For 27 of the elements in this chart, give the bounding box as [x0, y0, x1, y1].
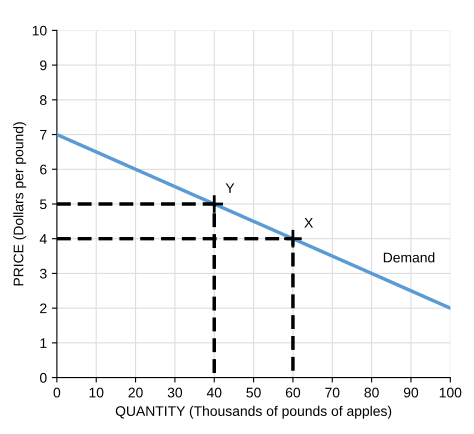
x-axis-title: QUANTITY (Thousands of pounds of apples) [116, 406, 392, 419]
x-tick-label: 20 [128, 388, 143, 398]
y-tick-label: 1 [40, 338, 46, 348]
x-tick-label: 40 [206, 388, 222, 398]
x-tick-label: 90 [404, 388, 418, 398]
y-tick-label: 8 [40, 95, 47, 105]
x-tick-label: 10 [90, 388, 104, 398]
x-tick-label: 70 [325, 388, 340, 398]
x-tick-label: 0 [54, 388, 60, 398]
y-tick-label: 0 [40, 372, 47, 383]
x-tick-label: 30 [168, 388, 182, 398]
annotation: Y [226, 183, 234, 193]
y-tick-label: 5 [40, 199, 47, 210]
x-tick-label: 80 [364, 388, 379, 398]
y-tick-label: 7 [40, 130, 46, 140]
y-tick-label: 9 [40, 60, 46, 70]
y-axis-title: PRICE (Dollars per pound) [13, 122, 26, 286]
x-tick-label: 100 [440, 388, 462, 398]
y-tick-label: 6 [40, 164, 47, 174]
y-tick-label: 4 [40, 234, 47, 244]
x-tick-label: 60 [286, 388, 300, 398]
y-tick-label: 2 [40, 303, 46, 314]
x-tick-label: 50 [246, 388, 261, 398]
y-tick-label: 10 [32, 26, 47, 36]
annotation: Demand [384, 252, 434, 262]
y-tick-label: 3 [40, 268, 47, 279]
annotation: X [304, 218, 314, 228]
